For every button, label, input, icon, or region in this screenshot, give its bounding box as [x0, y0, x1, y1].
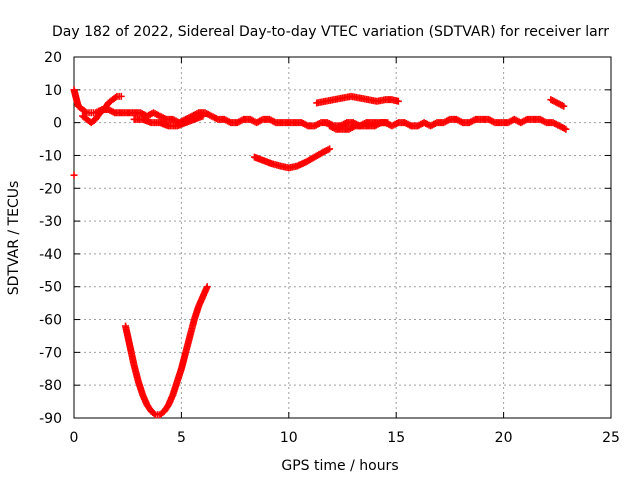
data-series [79, 92, 125, 127]
data-series [122, 283, 211, 419]
data-points [70, 86, 570, 419]
y-tick-label: -50 [39, 280, 62, 296]
data-point [150, 410, 158, 418]
y-tick-label: -70 [39, 345, 62, 361]
data-point [117, 92, 125, 100]
x-tick-label: 10 [280, 430, 298, 446]
data-point [112, 93, 120, 101]
data-series [547, 96, 568, 110]
data-series [250, 145, 334, 172]
data-series [70, 86, 570, 133]
data-point [394, 97, 402, 105]
y-tick-label: 0 [53, 116, 62, 132]
plot-frame [73, 56, 612, 419]
y-tick-label: -20 [39, 181, 62, 197]
data-point [560, 102, 568, 110]
data-point [81, 108, 89, 116]
y-axis: 20 10 0 -10 -20 -30 -40 -50 -60 -70 -80 -90 [39, 50, 611, 427]
data-point [70, 171, 78, 179]
x-tick-label: 20 [495, 430, 513, 446]
x-axis: 0 5 10 15 20 25 [70, 57, 620, 446]
x-tick-label: 5 [177, 430, 186, 446]
data-point [326, 145, 334, 153]
y-tick-label: -90 [39, 411, 62, 427]
data-series [326, 119, 392, 133]
data-series [313, 92, 402, 107]
y-axis-label: SDTVAR / TECUs [6, 181, 22, 296]
y-tick-label: -30 [39, 214, 62, 230]
y-tick-label: 20 [44, 50, 62, 66]
data-point [384, 119, 392, 127]
y-tick-label: -80 [39, 378, 62, 394]
y-tick-label: -40 [39, 247, 62, 263]
x-axis-label: GPS time / hours [281, 458, 398, 474]
data-point [203, 283, 211, 291]
x-tick-label: 0 [70, 430, 79, 446]
chart-title: Day 182 of 2022, Sidereal Day-to-day VTE… [52, 24, 609, 40]
y-tick-label: -10 [39, 148, 62, 164]
x-tick-label: 25 [602, 430, 620, 446]
data-series [70, 171, 78, 179]
y-tick-label: -60 [39, 313, 62, 329]
data-point [199, 112, 207, 120]
data-point [562, 125, 570, 133]
data-series [130, 112, 207, 130]
x-tick-label: 15 [387, 430, 405, 446]
y-tick-label: 10 [44, 83, 62, 99]
